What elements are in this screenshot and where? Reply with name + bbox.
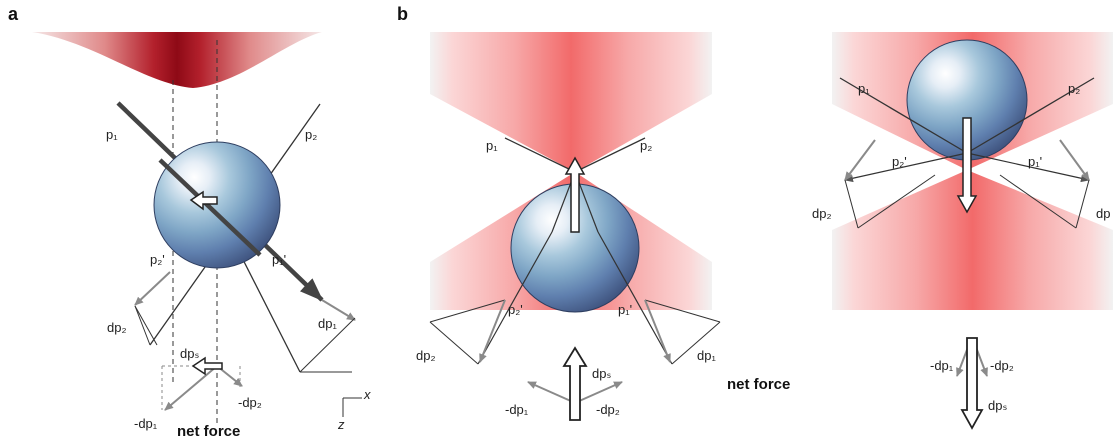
vec-neg-dp1-b-left	[527, 381, 574, 403]
axis-x-label: x	[363, 387, 371, 402]
label-p1-b-right: p₁	[858, 81, 870, 96]
ray-p1prime-b-right	[966, 152, 1090, 183]
panel-b-letter: b	[397, 4, 408, 24]
ray-p2-b-left	[574, 137, 646, 173]
label-p2prime-b-left: p₂'	[508, 302, 523, 317]
ray-p2-b-right	[966, 77, 1095, 154]
label-p2-b-left: p₂	[640, 138, 652, 153]
vec-neg-dp1-a	[164, 365, 218, 411]
ray-p1-through-sphere	[158, 158, 262, 257]
label-net-force-a: net force	[177, 423, 240, 439]
vec-dp1-b-left	[644, 299, 671, 363]
label-dp2-b-right: dp₂	[812, 206, 832, 221]
sphere-a	[153, 141, 281, 269]
laser-intensity-profile	[32, 32, 322, 88]
focused-beam-right	[832, 32, 1113, 310]
label-neg-dp1-b-left: -dp₁	[505, 402, 529, 417]
vec-dp2-b-right	[844, 139, 876, 181]
label-dp2-b-left: dp₂	[416, 348, 436, 363]
label-p2prime-b-right: p₂'	[892, 154, 907, 169]
panel-a: a x z p₁ p₂	[8, 4, 371, 440]
label-neg-dp2-b-left: -dp₂	[596, 402, 620, 417]
label-net-force-b: net force	[727, 376, 790, 393]
ray-p2prime-b-left	[477, 231, 553, 365]
panel-a-letter: a	[8, 4, 19, 24]
ray-p2prime-b-right	[844, 152, 968, 183]
label-p1-b-left: p₁	[486, 138, 498, 153]
label-dp1-b-left: dp₁	[697, 348, 716, 363]
vec-dp1-a	[321, 299, 356, 321]
vec-dp2-b-left	[479, 299, 506, 363]
label-p1prime-b-right: p₁'	[1028, 154, 1042, 169]
label-dps-b-right: dpₛ	[988, 398, 1007, 413]
ray-p1-b-left	[504, 137, 576, 173]
vec-dp2-a	[134, 271, 171, 306]
vec-neg-dp2-b-left	[576, 381, 623, 403]
label-dps-b-left: dpₛ	[592, 366, 611, 381]
ray-p1prime-b-left	[597, 231, 673, 365]
label-neg-dp2-a: -dp₂	[238, 395, 262, 410]
label-dp1-a: dp₁	[318, 316, 337, 331]
vec-dp1-b-right	[1059, 139, 1090, 181]
net-force-arrow-a	[191, 356, 223, 376]
label-p1-a: p₁	[106, 127, 118, 142]
label-p2-b-right: p₂	[1068, 81, 1080, 96]
label-p2prime-a: p₂'	[150, 252, 165, 267]
focused-beam-left	[430, 32, 712, 310]
net-force-arrow-b-left	[562, 346, 588, 421]
label-neg-dp1-b-right: -dp₁	[930, 358, 954, 373]
net-force-arrow-b-right	[960, 337, 984, 430]
force-arrow-up-b-left	[564, 156, 586, 233]
axis-z-label: z	[337, 417, 345, 432]
label-p2-a: p₂	[305, 127, 317, 142]
label-dp1-b-right: dp	[1096, 206, 1110, 221]
label-dp2-a: dp₂	[107, 320, 127, 335]
label-neg-dp1-a: -dp₁	[134, 416, 158, 431]
label-neg-dp2-b-right: -dp₂	[990, 358, 1014, 373]
force-arrow-on-sphere	[189, 190, 218, 211]
force-arrow-down-b-right	[956, 117, 978, 214]
ray-p1-b-right	[839, 77, 968, 154]
vec-p2prime-a	[134, 305, 158, 346]
label-p1prime-a: p₁'	[272, 252, 286, 267]
panel-b-left: b p₁ p₂ p₂' p₁' dp₂ dp₁ dpₛ -dp	[397, 4, 790, 421]
panel-b-right: p₁ p₂ p₂' p₁' dp₂ dp -dp₁ -dp₂ dpₛ	[812, 32, 1113, 430]
label-p1prime-b-left: p₁'	[618, 302, 632, 317]
label-dps-a: dpₛ	[180, 346, 199, 361]
